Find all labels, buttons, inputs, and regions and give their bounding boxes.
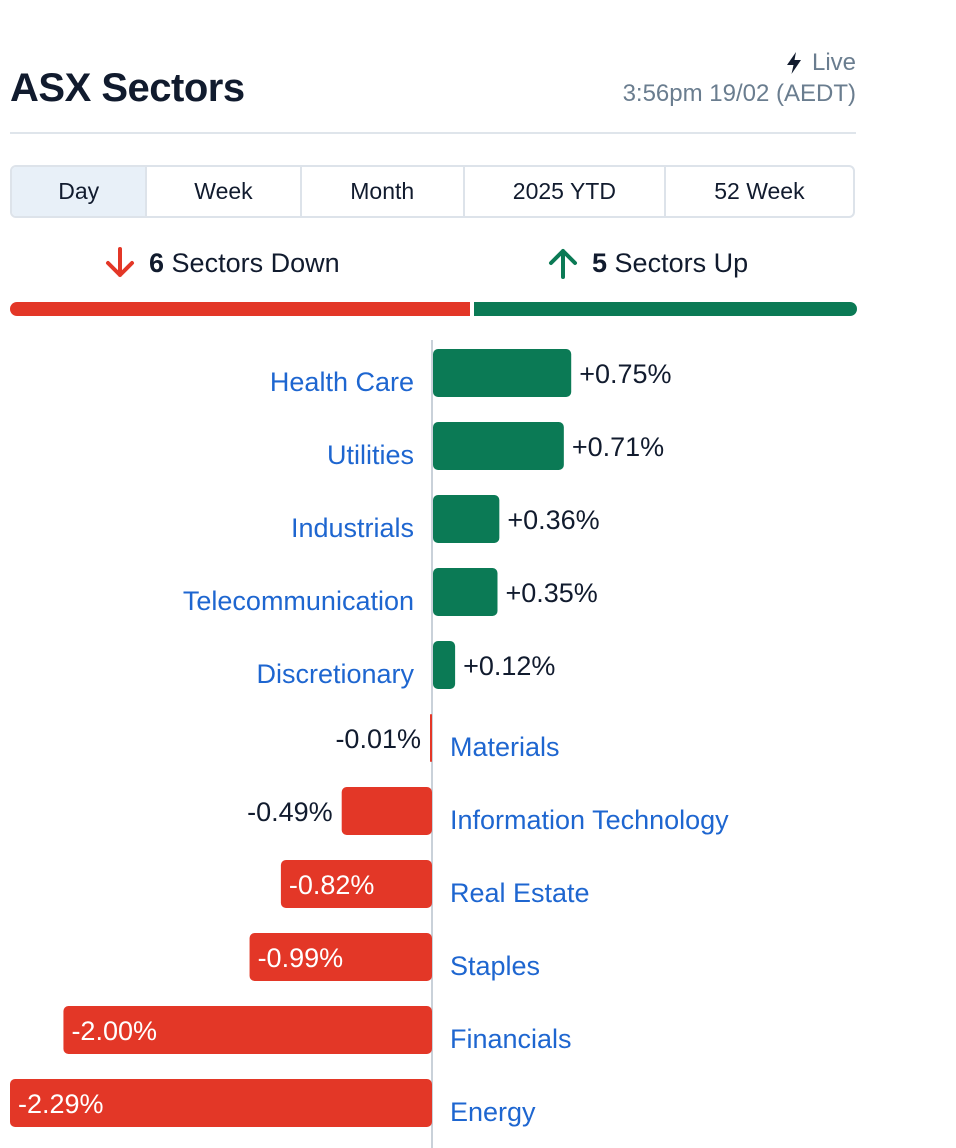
sector-link-information-technology[interactable]: Information Technology (450, 805, 729, 835)
sectors-up-bar (474, 302, 857, 316)
value-label-health-care: +0.75% (579, 359, 671, 389)
header: ASX Sectors Live 3:56pm 19/02 (AEDT) (10, 0, 856, 134)
value-label-telecommunication: +0.35% (505, 578, 597, 608)
sector-link-energy[interactable]: Energy (450, 1097, 536, 1127)
tab-52-week[interactable]: 52 Week (714, 178, 805, 204)
bar-health-care (433, 349, 572, 397)
bar-materials (430, 714, 432, 762)
tab-2025-ytd[interactable]: 2025 YTD (465, 167, 666, 216)
bar-telecommunication (433, 568, 498, 616)
page-title: ASX Sectors (10, 66, 245, 110)
bar-staples (249, 933, 432, 981)
value-label-real-estate: -0.82% (289, 870, 375, 900)
live-indicator: Live (784, 49, 856, 77)
bar-financials (63, 1006, 433, 1054)
live-label: Live (811, 49, 856, 76)
arrow-up-icon (549, 249, 577, 279)
value-label-materials: -0.01% (335, 724, 421, 754)
tab-week[interactable]: Week (147, 167, 302, 216)
sector-link-health-care[interactable]: Health Care (270, 367, 414, 397)
value-label-industrials: +0.36% (507, 505, 599, 535)
value-label-utilities: +0.71% (572, 432, 664, 462)
sector-link-financials[interactable]: Financials (450, 1024, 572, 1054)
sector-link-discretionary[interactable]: Discretionary (256, 659, 414, 689)
sector-link-utilities[interactable]: Utilities (327, 440, 414, 470)
value-label-staples: -0.99% (258, 943, 344, 973)
bar-utilities (433, 422, 564, 470)
sector-bar-chart: Health Care +0.75% Utilities +0.71% Industri… (10, 340, 729, 1148)
sector-link-staples[interactable]: Staples (450, 951, 540, 981)
sectors-up-summary: 5 Sectors Up (546, 246, 748, 280)
up-text: Sectors Up (614, 247, 749, 278)
up-count: 5 (592, 247, 608, 278)
bar-industrials (433, 495, 500, 543)
down-text: Sectors Down (171, 247, 340, 278)
value-label-information-technology: -0.49% (247, 797, 333, 827)
tab-day[interactable]: Day (12, 167, 148, 216)
value-label-energy: -2.29% (18, 1089, 104, 1119)
tab-month[interactable]: Month (302, 167, 465, 216)
value-label-discretionary: +0.12% (463, 651, 555, 681)
down-count: 6 (149, 247, 165, 278)
timestamp: 3:56pm 19/02 (AEDT) (622, 80, 856, 107)
sector-link-materials[interactable]: Materials (450, 732, 560, 762)
sector-chart: Health Care +0.75% Utilities +0.71% Industri… (0, 340, 956, 1148)
lightning-bolt-icon (786, 52, 801, 74)
value-label-financials: -2.00% (71, 1016, 157, 1046)
sectors-down-bar (10, 302, 470, 316)
sectors-down-summary: 6 Sectors Down (103, 246, 340, 280)
sector-link-real-estate[interactable]: Real Estate (450, 878, 590, 908)
bar-energy (10, 1079, 432, 1127)
arrow-down-icon (106, 247, 134, 277)
sector-link-industrials[interactable]: Industrials (291, 513, 414, 543)
bar-information-technology (341, 787, 432, 835)
sector-link-telecommunication[interactable]: Telecommunication (183, 586, 414, 616)
bar-discretionary (433, 641, 456, 689)
period-tabs: Day Week Month 2025 YTD 52 Week (10, 165, 855, 218)
bar-real-estate (280, 860, 432, 908)
